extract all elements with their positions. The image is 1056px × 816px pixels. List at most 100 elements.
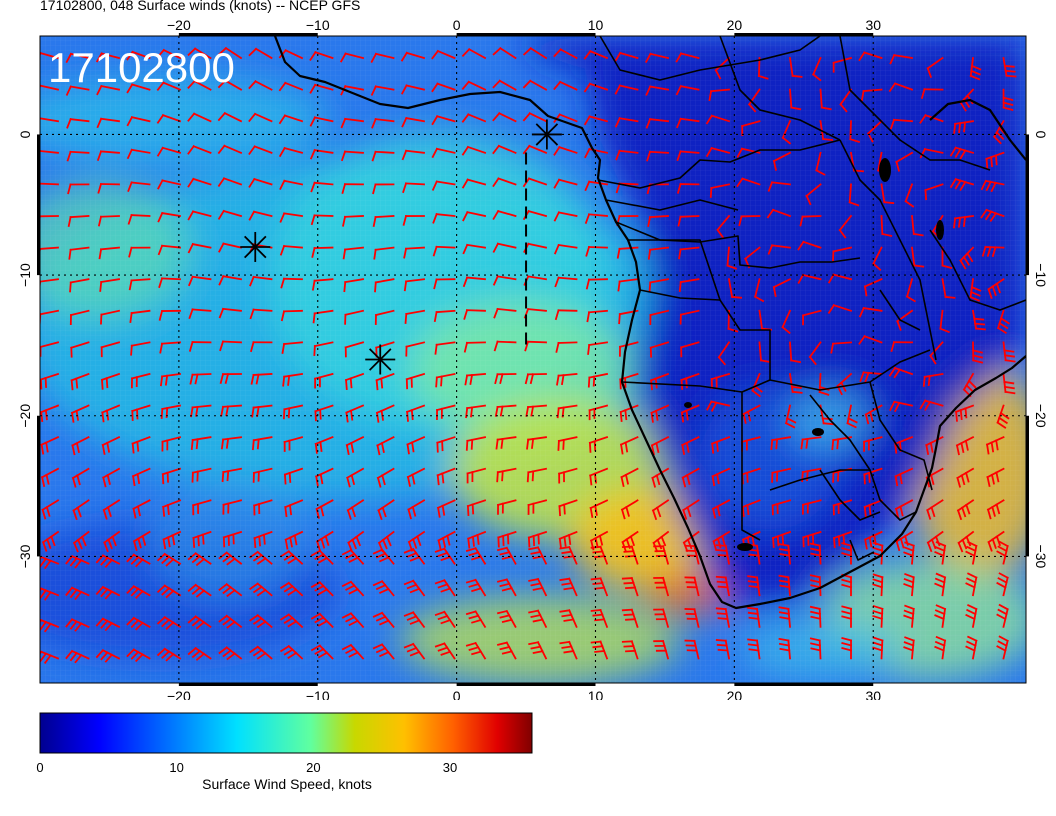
wind-barb [461,48,487,60]
wind-barb [187,177,212,188]
wind-barb [402,182,425,194]
wind-barb [283,436,304,452]
wind-barb [1002,56,1017,78]
wind-barb [40,84,60,91]
wind-barb [156,113,182,124]
wind-barb [778,637,791,660]
wind-barb [589,530,609,551]
wind-barb [40,149,59,154]
wind-barb [462,276,486,288]
axis-bar-top [178,33,318,36]
wind-barb [555,341,578,353]
wind-barb [130,341,151,356]
wind-barb [461,80,487,91]
wind-barb [524,373,547,385]
wind-barb [827,273,853,284]
wind-barb [647,215,669,228]
wind-barb [407,499,426,520]
wind-barb [376,435,395,456]
wind-barb [400,51,426,62]
wind-barb [462,211,487,222]
wind-barb [705,146,731,158]
wind-barb [904,183,915,208]
wind-barb [341,643,365,660]
lon-label-top: 20 [727,17,743,33]
wind-barb [710,372,731,389]
wind-barb [407,530,426,552]
wind-barb [620,467,639,487]
wind-barb [132,499,151,519]
wind-barb [941,278,956,299]
lat-label-right: −10 [1033,263,1049,287]
wind-barb [770,436,792,451]
wind-barb [708,88,730,102]
wind-barb [527,530,548,548]
wind-barb [253,499,273,516]
wind-barb [252,467,273,483]
wind-barb [747,575,761,597]
wind-barb [802,530,822,548]
wind-barb [830,341,852,354]
wind-barb [95,617,121,632]
axis-bar-bottom [178,683,318,686]
lon-label-bottom: 20 [727,688,743,700]
wind-barb [621,640,639,660]
wind-barb [98,246,120,260]
wind-barb [888,82,914,93]
wind-barb [67,183,90,195]
wind-barb [894,436,914,454]
wind-barb [838,214,853,239]
wind-barb [341,580,365,597]
wind-barb [249,645,273,660]
wind-barb [778,606,791,628]
wind-barb [614,117,639,128]
wind-barb [583,82,609,93]
wind-barb [553,48,578,60]
wind-barb [808,341,822,366]
wind-barb [126,115,151,127]
wind-barb [248,112,273,123]
wind-barb [494,373,517,385]
wind-barb [217,209,243,220]
wind-barb [217,177,243,187]
wind-barb [684,608,700,628]
wind-barb [341,612,365,629]
wind-barb [282,404,304,420]
wind-barb [493,307,517,319]
wind-barb [131,404,151,421]
wind-barb [528,577,548,597]
wind-barb [809,542,822,565]
colorbar-ticks: 0 10 20 30 [36,760,457,775]
wind-barb [309,116,334,127]
wind-barb [778,543,791,565]
wind-barb [156,81,182,91]
wind-barb [465,641,487,660]
wind-barb [466,467,487,484]
wind-barb [985,436,1005,455]
wind-barb [645,117,669,129]
wind-barb [129,309,151,324]
wind-barb [342,246,364,260]
wind-barb [100,309,121,325]
wind-barb [402,214,425,226]
wind-barb [461,113,487,123]
wind-barb [431,82,456,93]
wind-barb [314,436,334,454]
wind-barb [872,636,884,660]
wind-barb [40,246,59,255]
wind-barb [965,635,978,660]
wind-barb [187,145,212,155]
wind-barb [645,85,670,96]
wind-barb [778,574,791,597]
wind-barb [132,530,151,551]
wind-barb [872,246,883,271]
wind-barb [41,499,60,520]
wind-barb [903,541,915,565]
wind-barb [217,46,243,60]
wind-barb [711,436,731,454]
wind-barb [315,530,334,552]
wind-barb [766,208,792,219]
wind-barb [377,499,395,521]
wind-barb [344,372,365,390]
wind-barb [616,246,639,259]
